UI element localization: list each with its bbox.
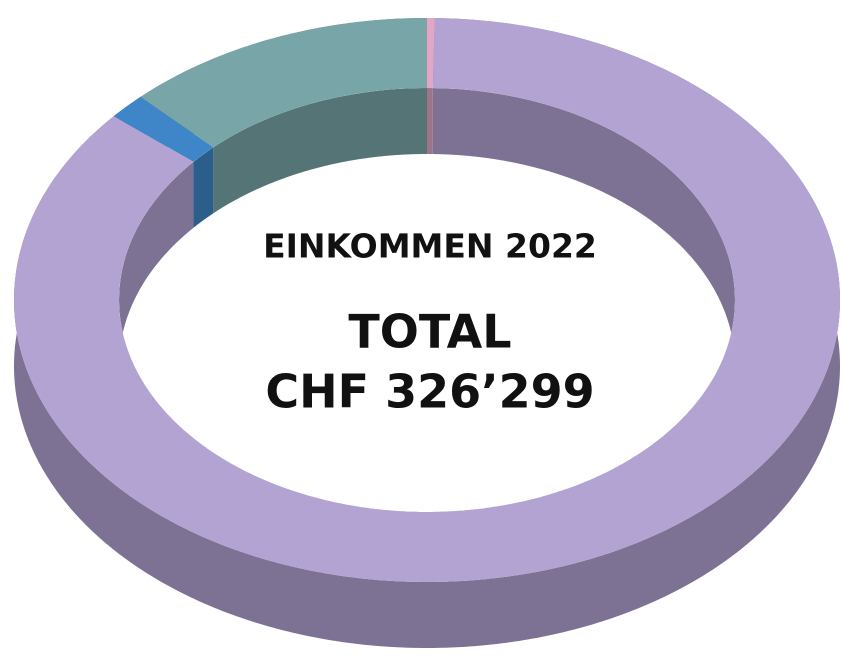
chart-title: EINKOMMEN 2022 — [263, 227, 597, 266]
segment — [427, 18, 435, 89]
center-label: TOTAL — [348, 305, 511, 359]
segment — [113, 96, 214, 162]
center-label: CHF 326’299 — [265, 365, 594, 419]
segment-inner-wall — [193, 147, 214, 228]
segment-inner-wall — [213, 88, 427, 214]
segment — [140, 18, 427, 148]
top-faces — [14, 18, 840, 583]
inner-walls — [119, 88, 735, 512]
segment-inner-wall — [427, 88, 433, 155]
